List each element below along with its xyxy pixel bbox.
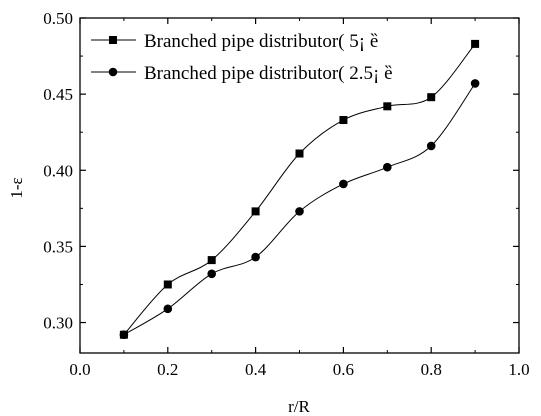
data-point bbox=[427, 93, 436, 102]
y-tick-label: 0.50 bbox=[43, 9, 73, 28]
x-tick-label: 0.6 bbox=[333, 360, 354, 379]
y-tick-label: 0.45 bbox=[43, 85, 73, 104]
data-point bbox=[207, 269, 216, 279]
data-point bbox=[471, 39, 480, 48]
data-point bbox=[119, 330, 129, 340]
data-point bbox=[251, 252, 260, 262]
data-point bbox=[383, 162, 392, 172]
data-point bbox=[339, 179, 348, 189]
x-tick-label: 1.0 bbox=[508, 360, 529, 379]
y-tick-label: 0.30 bbox=[43, 314, 73, 333]
y-tick-label: 0.35 bbox=[43, 237, 73, 256]
data-point bbox=[163, 280, 172, 289]
series-layer bbox=[119, 39, 480, 340]
legend: Branched pipe distributor( 5¡ ȅ Branched … bbox=[91, 31, 393, 84]
x-tick-label: 0.8 bbox=[421, 360, 442, 379]
data-point bbox=[470, 79, 480, 88]
series-line bbox=[123, 43, 476, 336]
legend-entry: Branched pipe distributor( 5¡ ȅ bbox=[91, 31, 378, 52]
y-tick-label: 0.40 bbox=[43, 161, 73, 180]
data-point bbox=[163, 304, 173, 314]
series-2 bbox=[119, 79, 480, 340]
legend-label: Branched pipe distributor( 2.5¡ ȅ bbox=[144, 63, 393, 84]
x-tick-label: 0.4 bbox=[245, 360, 267, 379]
data-point bbox=[426, 141, 436, 151]
data-point bbox=[207, 256, 216, 265]
y-axis-title: 1-ε bbox=[7, 177, 26, 198]
data-point bbox=[295, 207, 304, 216]
legend-marker bbox=[108, 67, 118, 77]
legend-label: Branched pipe distributor( 5¡ ȅ bbox=[144, 31, 378, 52]
data-point bbox=[295, 149, 304, 158]
x-tick-label: 0.2 bbox=[157, 360, 178, 379]
x-axis-title: r/R bbox=[288, 397, 310, 416]
data-point bbox=[339, 116, 348, 125]
legend-entry: Branched pipe distributor( 2.5¡ ȅ bbox=[91, 63, 393, 84]
legend-marker bbox=[109, 36, 117, 44]
data-point bbox=[383, 102, 392, 111]
axis-ticks: 0.0 0.2 0.4 0.6 0.8 1.0 0.30 0.35 0.40 0.45 0.50 bbox=[43, 9, 529, 379]
data-point bbox=[251, 207, 260, 216]
series-1 bbox=[119, 39, 480, 339]
x-tick-label: 0.0 bbox=[69, 360, 90, 379]
